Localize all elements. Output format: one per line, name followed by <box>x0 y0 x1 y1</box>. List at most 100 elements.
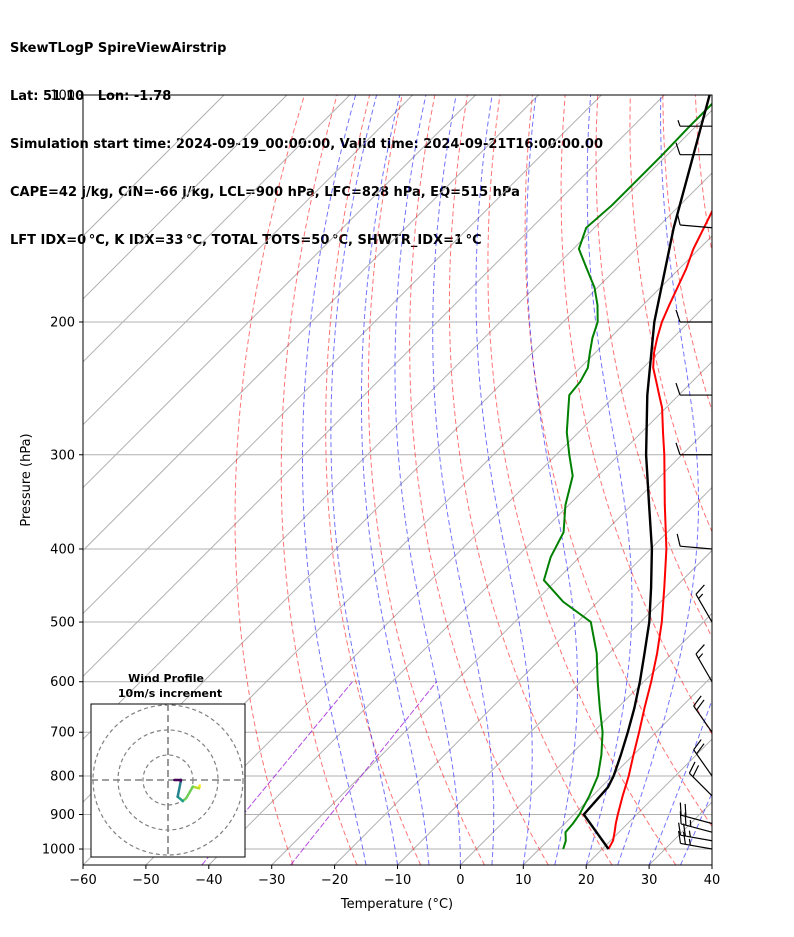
x-axis-label: Temperature (°C) <box>340 897 453 912</box>
x-tick-label: −50 <box>132 873 159 888</box>
moist-adiabat-lines <box>302 95 712 865</box>
isotherm-line <box>83 95 225 237</box>
wind-barb-staff <box>693 749 713 777</box>
x-tick-label: 40 <box>704 873 721 888</box>
y-tick-label: 300 <box>50 448 75 463</box>
wind-barb <box>688 761 713 797</box>
x-tick-label: −20 <box>321 873 348 888</box>
isotherm-line <box>522 675 712 865</box>
hodograph-subtitle: 10m/s increment <box>118 687 222 700</box>
wind-barb-flag <box>679 802 682 816</box>
wind-barb <box>675 382 712 396</box>
dewpoint-profile <box>542 102 712 850</box>
wind-barb <box>675 142 712 156</box>
wind-barb-half <box>698 653 704 659</box>
y-axis-label: Pressure (hPa) <box>19 433 34 526</box>
isotherm-line <box>711 864 712 865</box>
profile-lines <box>542 95 712 850</box>
dry-adiabat <box>367 95 485 865</box>
dry-adiabat <box>662 95 712 413</box>
dry-adiabat-lines <box>234 95 794 865</box>
dry-adiabat <box>280 95 358 865</box>
moist-adiabat <box>617 95 699 865</box>
wind-barb-flag <box>675 309 681 323</box>
wind-barb <box>678 822 713 842</box>
dry-adiabat <box>325 95 422 865</box>
wind-barb <box>693 695 713 733</box>
wind-barb <box>695 644 713 683</box>
title-line-station: SkewTLogP SpireViewAirstrip <box>10 41 227 56</box>
hodograph-segment <box>184 785 195 800</box>
wind-barb <box>695 584 713 623</box>
dry-adiabat <box>524 95 712 828</box>
y-tick-label: 100 <box>50 89 75 104</box>
isotherm-line <box>585 738 712 865</box>
wind-barb <box>677 120 712 127</box>
wind-barb <box>678 830 713 850</box>
wind-barb <box>676 212 713 229</box>
isotherm-line <box>83 95 539 552</box>
moist-adiabat <box>432 95 495 865</box>
isotherm-line <box>145 298 712 865</box>
hodograph-trace <box>173 778 201 803</box>
y-tick-label: 800 <box>50 769 75 784</box>
y-axis-ticks: 100 200 300 400 500 600 700 800 900 1000 <box>42 89 83 858</box>
moist-adiabat <box>585 95 633 865</box>
y-tick-label: 200 <box>50 315 75 330</box>
y-tick-label: 700 <box>50 726 75 741</box>
moist-adiabat <box>648 698 712 865</box>
y-tick-label: 600 <box>50 675 75 690</box>
dry-adiabat <box>487 95 677 865</box>
dry-adiabat <box>728 95 794 865</box>
wind-barb-flag <box>688 761 696 774</box>
moist-adiabat <box>361 95 430 865</box>
dry-adiabat <box>560 95 712 736</box>
isotherm-line <box>271 423 712 865</box>
wind-barb-flag <box>678 822 682 836</box>
isotherm-line <box>83 95 602 615</box>
wind-barb-flag <box>682 831 687 845</box>
x-axis-ticks: −60 −50 −40 −30 −20 −10 0 10 20 30 40 <box>69 865 720 888</box>
dry-adiabat <box>761 95 794 865</box>
wind-barb-flag <box>676 533 681 547</box>
hodograph-segment <box>176 779 183 798</box>
isotherm-line <box>334 486 712 865</box>
wind-barb-flag <box>695 644 705 655</box>
x-tick-label: −60 <box>69 873 96 888</box>
wind-barb-staff <box>680 224 713 229</box>
wind-barb-flag <box>693 739 702 751</box>
wind-barb-flag <box>696 743 705 755</box>
wind-barb-staff <box>680 823 713 833</box>
wind-barb-flag <box>695 584 705 595</box>
wind-barb-staff <box>680 814 713 825</box>
isotherm-line <box>397 549 712 865</box>
wind-barb-flag <box>693 695 702 707</box>
dry-adiabat <box>448 95 613 865</box>
wind-barb-half <box>698 593 704 600</box>
moist-adiabat <box>394 95 461 865</box>
dry-adiabat <box>595 95 712 639</box>
moist-adiabat <box>302 95 367 865</box>
wind-barb-flag <box>682 823 687 837</box>
wind-barb-half <box>677 120 681 127</box>
y-tick-label: 1000 <box>42 843 75 858</box>
isotherm-lines <box>83 95 712 865</box>
wind-barb <box>693 739 713 777</box>
wind-barb-staff <box>688 772 713 797</box>
dry-adiabat <box>234 95 305 865</box>
moist-adiabat <box>680 792 712 865</box>
mixing-ratio-lines <box>201 681 437 865</box>
mixing-ratio-line <box>201 681 353 865</box>
x-tick-label: 10 <box>515 873 532 888</box>
wind-barb <box>676 533 713 550</box>
isotherm-line <box>83 109 712 740</box>
wind-barb-flag <box>692 765 700 777</box>
temperature-profile <box>607 209 712 850</box>
dry-adiabat <box>409 95 549 865</box>
title-line-location: Lat: 51.10 Lon: -1.78 <box>10 89 172 104</box>
wind-barb-staff <box>680 834 713 842</box>
wind-barb-staff <box>680 842 713 850</box>
wind-barb-staff <box>693 705 713 733</box>
x-tick-label: −30 <box>258 873 285 888</box>
wind-barb-flag <box>696 699 705 711</box>
